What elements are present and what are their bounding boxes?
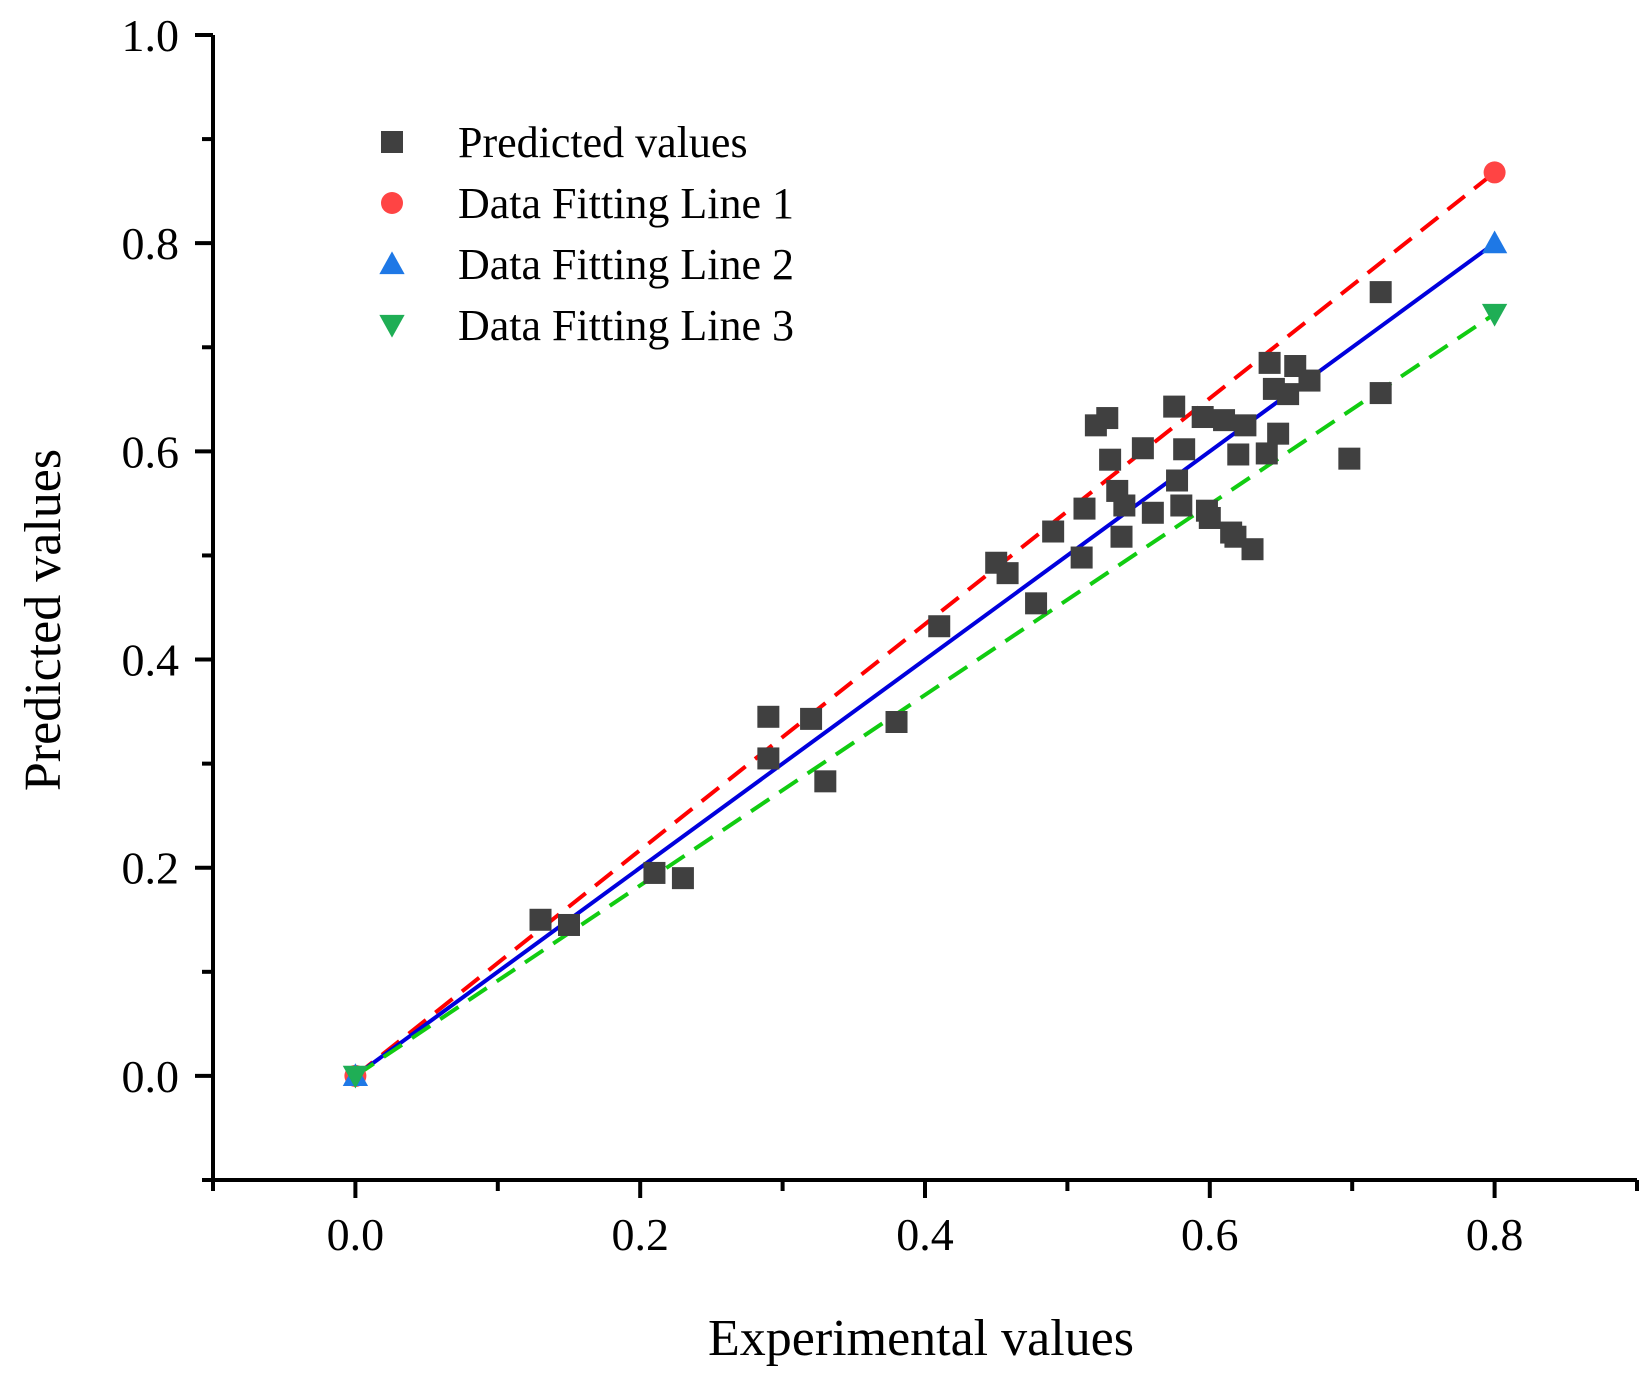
predicted-value-point: [643, 861, 666, 884]
y-tick-label: 0.4: [122, 635, 180, 686]
y-axis-title: Predicted values: [15, 449, 72, 791]
predicted-value-point: [996, 562, 1019, 585]
fit-line-3-point: [1481, 303, 1508, 327]
legend-label-1: Predicted values: [458, 118, 748, 167]
predicted-value-point: [1163, 395, 1186, 418]
predicted-value-point: [1224, 525, 1247, 548]
predicted-value-point: [1073, 497, 1096, 520]
predicted-value-point: [1234, 414, 1257, 437]
predicted-value-point: [1141, 501, 1164, 524]
x-axis-title: Experimental values: [708, 1310, 1134, 1367]
fit-line-1-point: [1483, 161, 1506, 184]
predicted-value-point: [1173, 438, 1196, 461]
predicted-value-point: [1110, 525, 1133, 548]
predicted-value-point: [814, 770, 837, 793]
predicted-value-point: [1298, 369, 1321, 392]
predicted-value-point: [1277, 383, 1300, 406]
y-tick-label: 0.2: [122, 843, 180, 894]
predicted-value-point: [1369, 382, 1392, 405]
predicted-value-point: [1113, 494, 1136, 517]
predicted-value-point: [1241, 538, 1264, 561]
legend-label-2: Data Fitting Line 1: [458, 179, 794, 228]
y-tick-label: 0.8: [122, 218, 180, 269]
predicted-value-point: [1070, 546, 1093, 569]
predicted-value-point: [1025, 592, 1048, 615]
predicted-value-point: [1096, 407, 1119, 430]
predicted-value-point: [757, 705, 780, 728]
predicted-value-point: [1227, 443, 1250, 466]
x-tick-label: 0.8: [1466, 1209, 1524, 1260]
legend-label-3: Data Fitting Line 2: [458, 240, 794, 289]
axes: 0.0 0.2 0.4 0.6 0.8 0.0 0.2 0.4 0.6 0.8 1.0: [122, 10, 1639, 1260]
markers: [342, 161, 1508, 1089]
x-tick-label: 0.4: [896, 1209, 954, 1260]
predicted-value-point: [1042, 520, 1065, 543]
legend-marker-1: [381, 131, 403, 153]
fit-line-3-point: [342, 1065, 369, 1089]
legend-marker-3: [379, 251, 405, 275]
predicted-value-point: [800, 707, 823, 730]
x-tick-label: 0.0: [327, 1209, 385, 1260]
predicted-value-point: [558, 913, 580, 936]
predicted-value-point: [671, 867, 694, 890]
x-tick-label: 0.6: [1181, 1209, 1239, 1260]
legend-label-4: Data Fitting Line 3: [458, 301, 794, 350]
predicted-value-point: [928, 615, 951, 638]
x-tick-label: 0.2: [611, 1209, 669, 1260]
y-tick-label: 0.0: [122, 1051, 180, 1102]
predicted-value-point: [1191, 406, 1214, 429]
predicted-value-point: [1213, 409, 1236, 432]
predicted-value-point: [1267, 422, 1290, 445]
predicted-value-point: [529, 908, 552, 931]
predicted-value-point: [1099, 448, 1122, 471]
predicted-value-point: [757, 747, 780, 770]
fit-line-2: [354, 241, 1496, 1078]
y-tick-label: 0.6: [122, 426, 180, 477]
fit-line-3: [354, 312, 1496, 1078]
predicted-value-point: [1198, 506, 1221, 529]
predicted-value-point: [1258, 351, 1281, 374]
predicted-value-point: [1369, 281, 1392, 304]
predicted-value-point: [1131, 437, 1154, 460]
predicted-value-point: [1170, 494, 1193, 517]
legend: Predicted values Data Fitting Line 1 Data …: [379, 118, 794, 350]
predicted-value-point: [1338, 447, 1361, 470]
predicted-value-point: [1166, 469, 1189, 492]
y-tick-label: 1.0: [122, 10, 180, 61]
fit-line-2-point: [1481, 230, 1508, 254]
legend-marker-4: [379, 314, 405, 338]
legend-marker-2: [381, 192, 403, 214]
predicted-value-point: [1255, 442, 1278, 465]
predicted-value-point: [885, 711, 908, 733]
